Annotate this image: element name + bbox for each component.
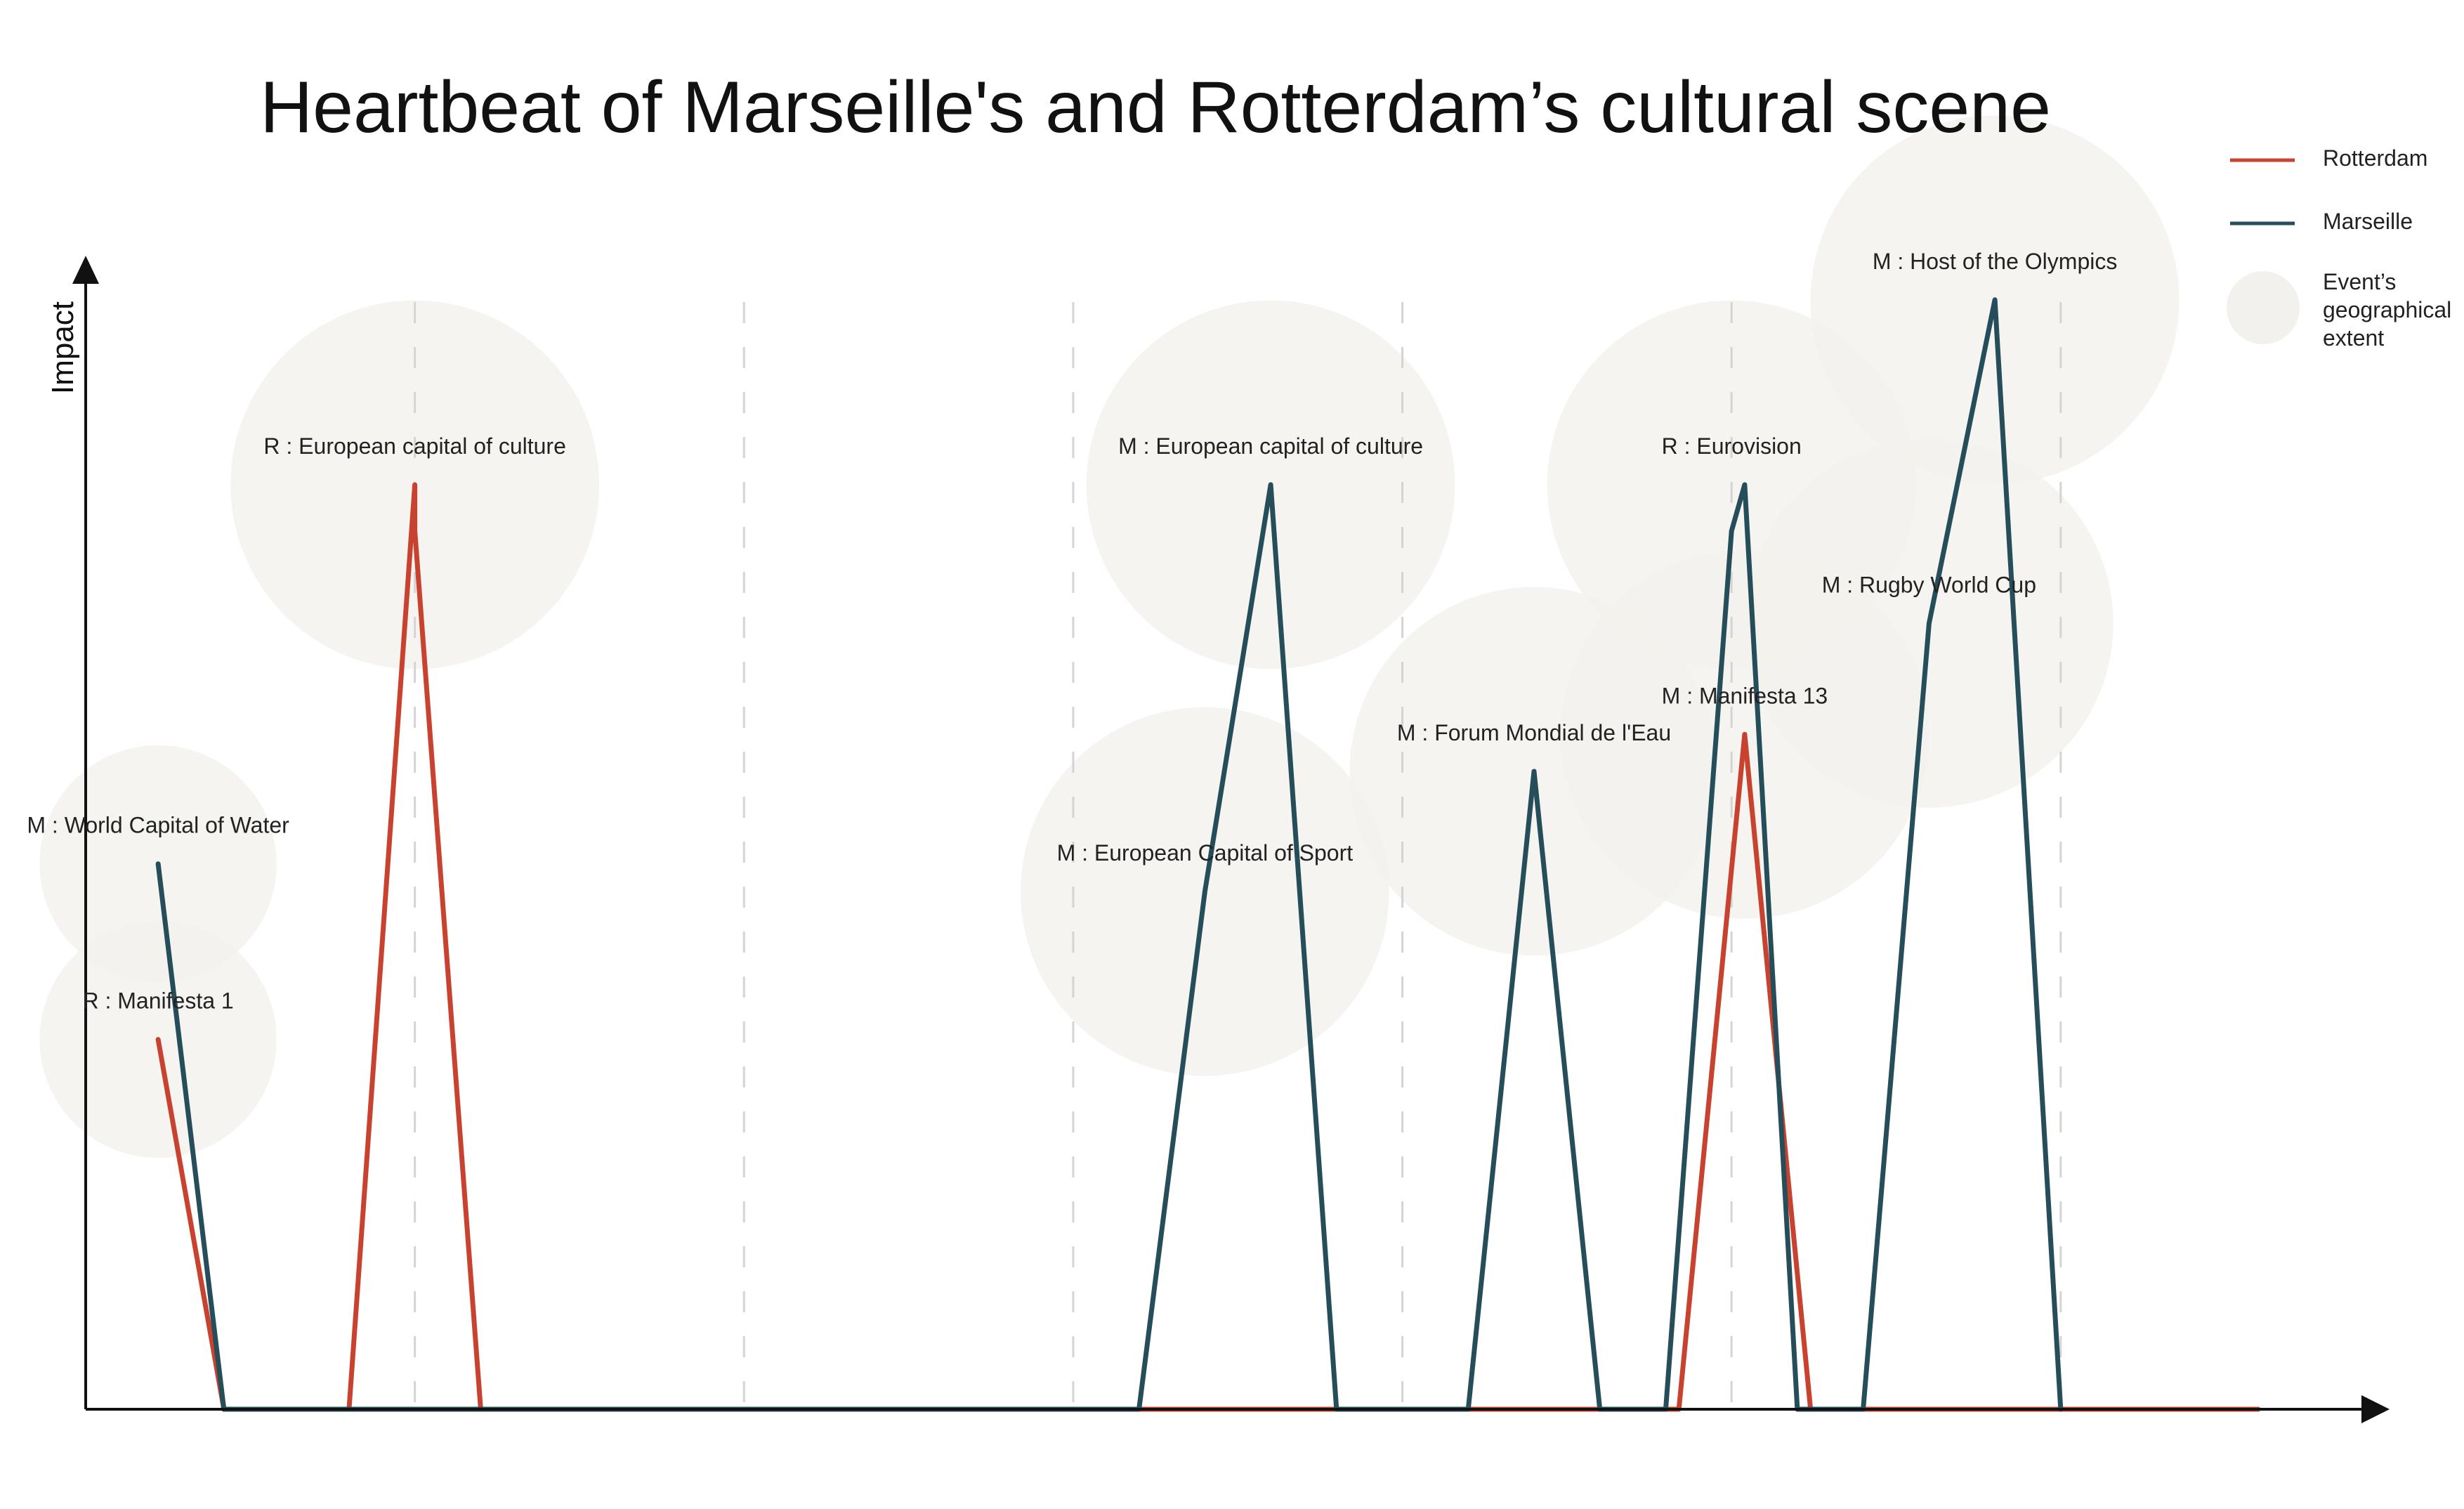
- event-label-6: M : Manifesta 13: [1662, 683, 1828, 708]
- event-label-3: M : European Capital of Sport: [1057, 840, 1354, 865]
- legend-label-marseille: Marseille: [2323, 209, 2413, 234]
- event-label-5: M : Forum Mondial de l'Eau: [1397, 720, 1671, 745]
- chart-title: Heartbeat of Marseille's and Rotterdam’s…: [260, 67, 2051, 148]
- event-label-9: M : Host of the Olympics: [1873, 249, 2118, 274]
- event-extent-circles: [39, 115, 2180, 1158]
- event-label-4: M : European capital of culture: [1118, 433, 1423, 459]
- event-label-7: R : Eurovision: [1662, 433, 1802, 459]
- y-axis-label: Impact: [46, 301, 80, 394]
- y-axis-arrow-icon: [72, 256, 99, 284]
- event-label-2: R : European capital of culture: [263, 433, 565, 459]
- x-axis-arrow-icon: [2361, 1395, 2390, 1423]
- legend-swatch-extent: [2227, 271, 2300, 344]
- event-label-8: M : Rugby World Cup: [1822, 572, 2036, 597]
- event-labels: R : Manifesta 1 M : World Capital of Wate…: [27, 249, 2117, 1014]
- legend: Rotterdam Marseille Event’s geographical ext…: [2227, 145, 2451, 351]
- event-label-1: M : World Capital of Water: [27, 813, 289, 838]
- legend-label-rotterdam: Rotterdam: [2323, 145, 2427, 171]
- legend-label-extent: Event’s geographical extent: [2323, 269, 2451, 351]
- axes: [72, 256, 2390, 1423]
- event-label-0: R : Manifesta 1: [82, 988, 233, 1014]
